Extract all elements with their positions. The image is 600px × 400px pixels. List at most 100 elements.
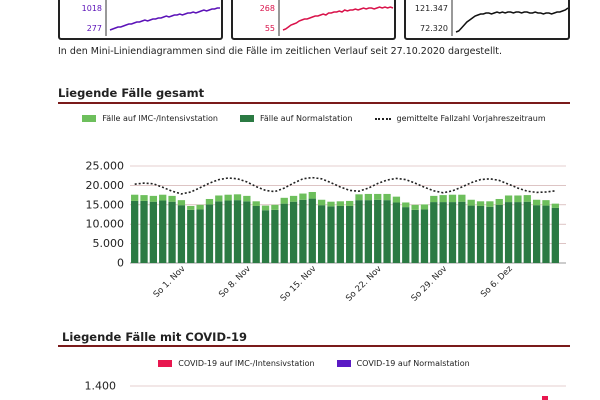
bar-normal	[504, 202, 513, 263]
legend-dotted-line	[374, 117, 391, 120]
bar-normal	[514, 202, 522, 263]
mini-top-value: 121.347	[414, 4, 448, 13]
bar-normal	[243, 201, 251, 263]
bar-normal	[252, 205, 260, 263]
mini-line-normal	[105, 0, 220, 36]
x-tick-label: So 1. Nov	[152, 264, 188, 300]
bar-imc	[476, 201, 485, 206]
bar-normal	[233, 200, 242, 263]
bar-normal	[523, 201, 531, 263]
mini-card-imc-covid: 268 55	[231, 0, 396, 40]
legend-item-imc: Fälle auf IMC-/Intensivstation	[82, 114, 218, 123]
bar-normal	[196, 209, 204, 263]
mini-card-normal-covid: 1018 277	[58, 0, 223, 40]
section-divider	[58, 102, 570, 104]
bar-imc	[467, 199, 475, 206]
bar-imc	[317, 199, 326, 206]
legend-item-covid-imc: COVID-19 auf IMC-/Intensivstation	[158, 359, 315, 368]
bar-normal	[532, 205, 541, 263]
legend-label-covid-imc: COVID-19 auf IMC-/Intensivstation	[178, 359, 315, 368]
legend-label-covid-normal: COVID-19 auf Normalstation	[356, 359, 470, 368]
bar-imc	[532, 199, 541, 206]
bar-normal	[336, 205, 344, 263]
bar-imc	[392, 196, 401, 203]
bar-normal	[402, 207, 410, 263]
bar-imc	[355, 194, 363, 201]
bar-imc	[346, 200, 354, 206]
bar-imc	[243, 195, 251, 202]
legend-swatch-normal	[240, 115, 254, 122]
legend-item-normal: Fälle auf Normalstation	[240, 114, 353, 123]
bar-normal	[551, 207, 559, 263]
mini-bottom-value: 72.320	[420, 24, 448, 33]
bar-imc	[336, 201, 344, 206]
bar-imc	[383, 193, 391, 201]
legend-swatch-covid-normal	[336, 360, 351, 367]
bar-normal	[140, 200, 148, 263]
y-tick-label: 5.000	[93, 237, 125, 250]
bar-imc	[374, 193, 382, 200]
bar-imc	[308, 191, 316, 199]
bar-imc	[448, 194, 457, 203]
mini-bottom-value: 277	[86, 24, 102, 33]
bar-imc	[402, 202, 410, 208]
bar-normal	[299, 199, 307, 263]
bar-imc	[233, 194, 242, 201]
bar-normal	[495, 204, 503, 263]
bar-imc	[215, 195, 223, 202]
bar-normal	[177, 205, 186, 263]
bar-normal	[289, 201, 298, 263]
bar-imc	[131, 194, 139, 201]
bar-normal	[308, 198, 316, 263]
bar-normal	[420, 209, 429, 263]
bar-normal	[439, 202, 447, 263]
bar-imc	[271, 204, 279, 210]
chart-legend-total: Fälle auf IMC-/Intensivstation Fälle auf…	[58, 114, 570, 123]
bar-normal	[149, 201, 158, 263]
bar-covid-imc	[542, 396, 548, 400]
bar-normal	[261, 210, 270, 263]
bar-imc	[252, 201, 260, 206]
bar-normal	[486, 206, 494, 263]
bar-imc	[504, 195, 513, 203]
y-tick-label: 1.400	[85, 380, 117, 393]
bar-normal	[280, 203, 288, 263]
bar-normal	[374, 199, 382, 263]
bar-imc	[420, 204, 429, 210]
x-tick-label: So 8. Nov	[217, 264, 253, 300]
bar-normal	[467, 205, 475, 263]
x-tick-label: So 29. Nov	[410, 264, 450, 304]
chart-legend-covid: COVID-19 auf IMC-/Intensivstation COVID-…	[58, 359, 570, 368]
bar-imc	[542, 200, 550, 206]
x-tick-label: So 15. Nov	[279, 264, 319, 304]
bar-imc	[486, 201, 494, 207]
mini-card-total: 121.347 72.320	[404, 0, 570, 40]
bar-imc	[205, 198, 214, 205]
bar-imc	[299, 193, 307, 200]
bar-normal	[411, 209, 419, 263]
section-title-covid: Liegende Fälle mit COVID-19	[62, 330, 247, 344]
bar-imc	[364, 193, 373, 201]
bar-imc	[196, 204, 204, 210]
bar-normal	[131, 200, 139, 263]
bar-normal	[364, 200, 373, 263]
bar-imc	[439, 195, 447, 203]
legend-swatch-imc	[82, 115, 97, 122]
chart-total-cases: 0 5.000 10.000 15.000 20.000 25.000 So 1. Nov S…	[86, 160, 566, 304]
mini-line-total	[451, 0, 569, 36]
mini-line-imc	[278, 0, 394, 36]
legend-item-prev-year: gemittelte Fallzahl Vorjahreszeitraum	[374, 114, 546, 123]
line-prev-year	[134, 176, 556, 195]
mini-chart-caption: In den Mini-Liniendiagrammen sind die Fä…	[58, 46, 503, 57]
mini-top-value: 1018	[81, 4, 102, 13]
bar-normal	[168, 201, 176, 263]
bar-imc	[551, 203, 559, 208]
bar-imc	[159, 194, 167, 201]
bar-imc	[495, 198, 503, 205]
bar-imc	[411, 204, 419, 210]
bar-normal	[346, 205, 354, 263]
bar-normal	[355, 200, 363, 263]
bar-normal	[317, 205, 326, 263]
y-tick-label: 25.000	[86, 160, 125, 173]
bar-imc	[149, 195, 158, 202]
